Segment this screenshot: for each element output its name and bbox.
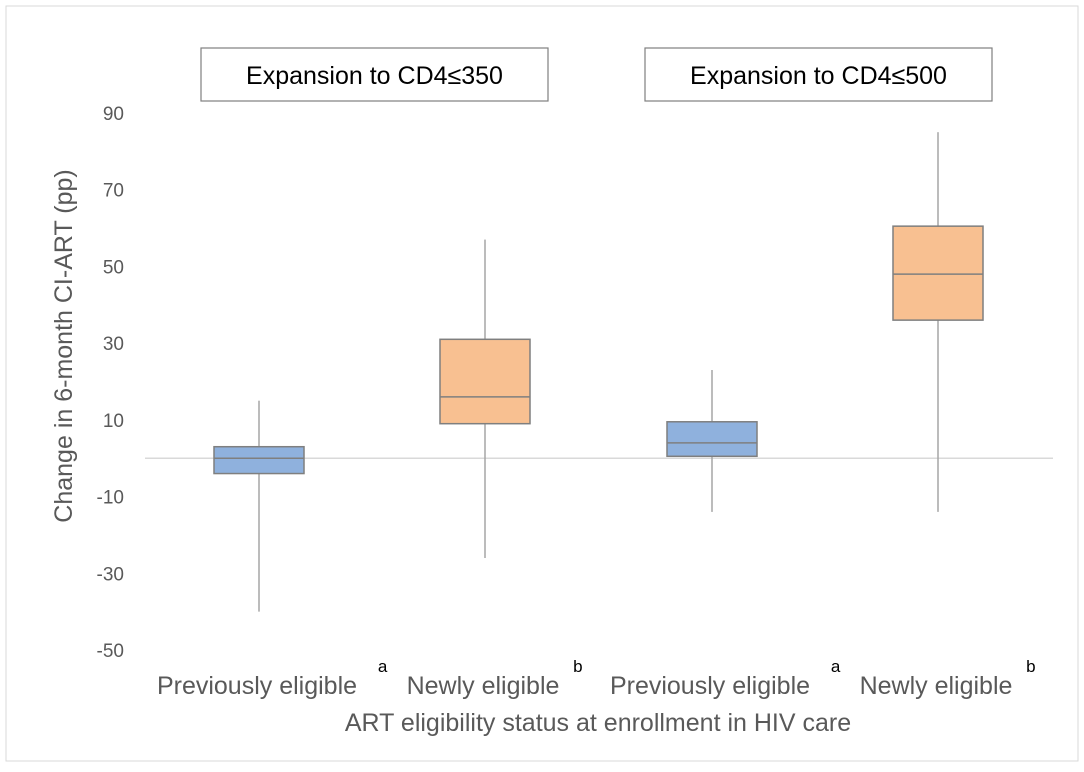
y-tick-label: -10	[97, 488, 124, 509]
category-label: Newly eligible	[860, 672, 1013, 700]
chart-frame	[5, 5, 1079, 762]
box-3	[666, 369, 758, 512]
y-axis-title: Change in 6-month CI-ART (pp)	[50, 169, 78, 522]
category-superscript: b	[1026, 657, 1035, 676]
y-tick-label: 50	[103, 257, 124, 278]
y-tick-label: 30	[103, 334, 124, 355]
group-label: Expansion to CD4≤500	[690, 62, 947, 90]
box-2	[439, 239, 531, 558]
category-superscript: a	[831, 657, 841, 676]
box-iqr	[892, 225, 984, 321]
box-4	[892, 132, 984, 512]
category-label: Previously eligible	[157, 672, 357, 700]
group-label-box: Expansion to CD4≤350	[200, 47, 549, 102]
y-tick-label: 10	[103, 411, 124, 432]
category-superscript: a	[378, 657, 388, 676]
category-label: Newly eligible	[407, 672, 560, 700]
box-iqr	[666, 421, 758, 458]
group-label-frame	[200, 47, 549, 102]
y-tick-label: -50	[97, 641, 124, 662]
y-axis-ticks: 90 70 50 30 10 -10 -30 -50	[97, 104, 124, 662]
box-1	[213, 400, 305, 612]
box-iqr	[439, 338, 531, 425]
y-tick-label: 90	[103, 104, 124, 125]
category-label: Previously eligible	[610, 672, 810, 700]
y-tick-label: -30	[97, 564, 124, 585]
category-superscript: b	[573, 657, 582, 676]
category-labels: Previously eligible a Newly eligible b Previ…	[157, 657, 1036, 700]
y-tick-label: 70	[103, 181, 124, 202]
boxes-group	[213, 132, 984, 612]
group-labels: Expansion to CD4≤350 Expansion to CD4≤500	[200, 47, 993, 102]
group-label-frame	[644, 47, 993, 102]
x-axis-title: ART eligibility status at enrollment in …	[345, 709, 851, 737]
box-iqr	[213, 445, 305, 475]
group-label: Expansion to CD4≤350	[246, 62, 503, 90]
group-label-box: Expansion to CD4≤500	[644, 47, 993, 102]
